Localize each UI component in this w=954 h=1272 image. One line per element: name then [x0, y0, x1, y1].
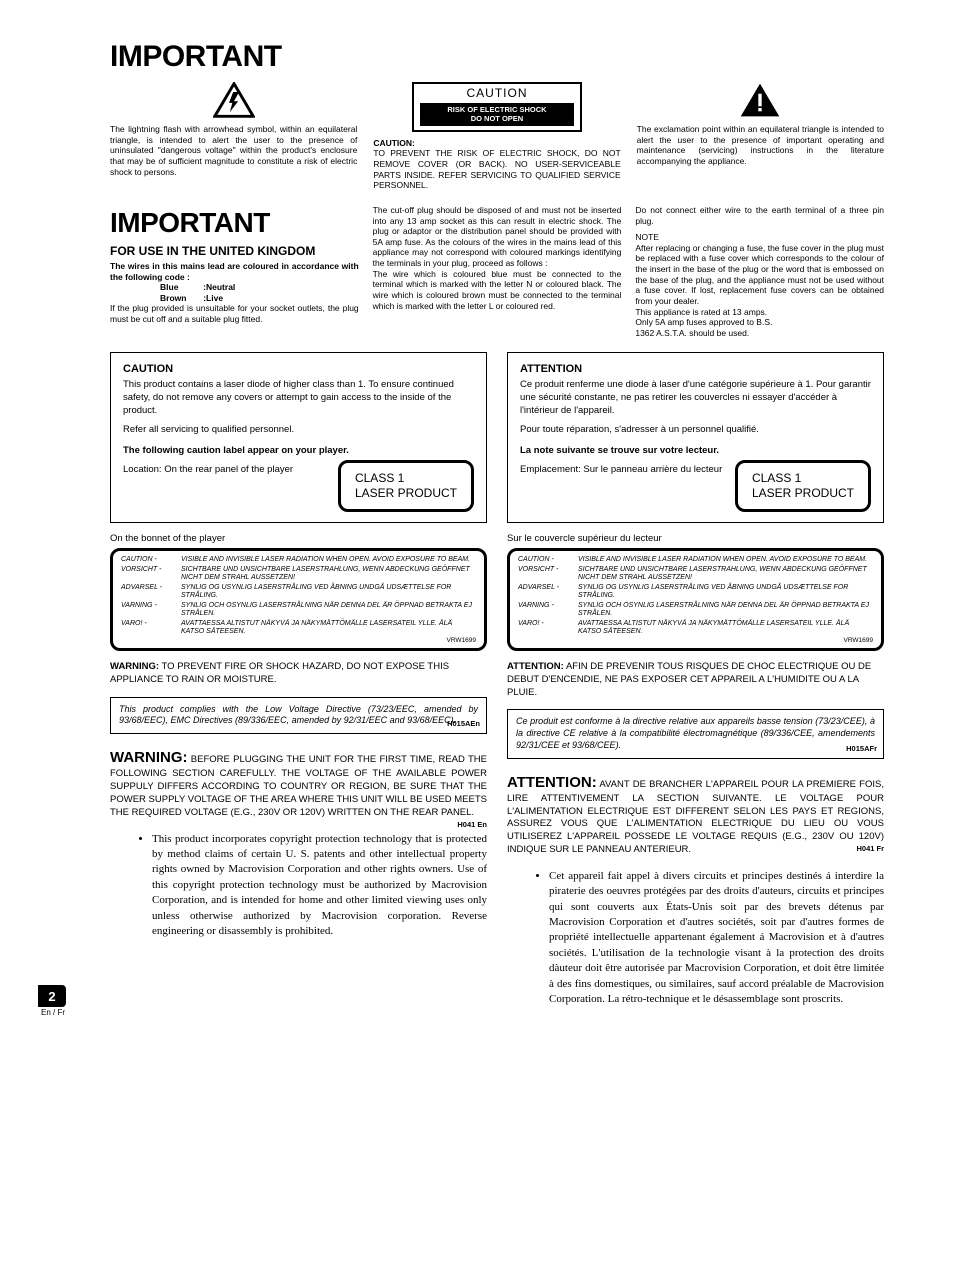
bullet-fr: Cet appareil fait appel à divers circuit…: [507, 869, 884, 1008]
exclamation-text: The exclamation point within an equilate…: [637, 124, 884, 166]
uk-col3a: Do not connect either wire to the earth …: [635, 205, 884, 226]
caution-sub-body: TO PREVENT THE RISK OF ELECTRIC SHOCK, D…: [373, 148, 620, 190]
warning-moisture: WARNING: TO PREVENT FIRE OR SHOCK HAZARD…: [110, 661, 487, 687]
lightning-text: The lightning flash with arrowhead symbo…: [110, 124, 357, 177]
caution-box: CAUTION RISK OF ELECTRIC SHOCK DO NOT OP…: [412, 82, 582, 132]
compliance-fr: Ce produit est conforme à la directive r…: [507, 709, 884, 758]
left-column: CAUTION This product contains a laser di…: [110, 338, 487, 1007]
page-footer: 2 En / Fr: [38, 985, 66, 1017]
warn-plug-en: WARNING: BEFORE PLUGGING THE UNIT FOR TH…: [110, 748, 487, 820]
uk-title: IMPORTANT: [110, 205, 359, 240]
laser-table-fr: CAUTION -VISIBLE AND INVISIBLE LASER RAD…: [507, 548, 884, 651]
attention-label-line: La note suivante se trouve sur votre lec…: [520, 445, 871, 456]
attention-p1: Ce produit renferme une diode à laser d'…: [520, 379, 871, 417]
caution-section: CAUTION This product contains a laser di…: [110, 352, 487, 522]
bullet-en: This product incorporates copyright prot…: [110, 832, 487, 940]
uk-wire1b: :Neutral: [203, 282, 235, 292]
uk-wires-head: The wires in this mains lead are coloure…: [110, 261, 359, 282]
caution-box-bottom: RISK OF ELECTRIC SHOCK DO NOT OPEN: [420, 103, 574, 126]
uk-wires-tail: If the plug provided is unsuitable for y…: [110, 303, 359, 324]
page-title: IMPORTANT: [110, 40, 884, 74]
laser-table-en: CAUTION -VISIBLE AND INVISIBLE LASER RAD…: [110, 548, 487, 651]
caution-column: CAUTION RISK OF ELECTRIC SHOCK DO NOT OP…: [373, 82, 620, 191]
uk-col3: Do not connect either wire to the earth …: [635, 205, 884, 339]
uk-col2: The cut-off plug should be disposed of a…: [373, 205, 622, 339]
caution-section-title: CAUTION: [123, 363, 474, 375]
uk-sub: FOR USE IN THE UNITED KINGDOM: [110, 244, 359, 259]
page-number: 2: [38, 985, 66, 1007]
uk-note: NOTE: [635, 232, 659, 242]
lightning-column: The lightning flash with arrowhead symbo…: [110, 82, 357, 191]
uk-wire2a: Brown: [160, 293, 186, 303]
page-lang: En / Fr: [38, 1008, 66, 1017]
caution-p2: Refer all servicing to qualified personn…: [123, 424, 474, 437]
caution-box-top: CAUTION: [414, 86, 580, 101]
attention-loc: Emplacement: Sur le panneau arrière du l…: [520, 464, 725, 475]
uk-col1: IMPORTANT FOR USE IN THE UNITED KINGDOM …: [110, 205, 359, 339]
caution-label-line: The following caution label appear on yo…: [123, 445, 474, 456]
class1-box-fr: CLASS 1LASER PRODUCT: [735, 460, 871, 512]
uk-col3b: After replacing or changing a fuse, the …: [635, 243, 884, 338]
compliance-en: This product complies with the Low Volta…: [110, 697, 487, 734]
attention-moisture: ATTENTION: AFIN DE PREVENIR TOUS RISQUES…: [507, 661, 884, 699]
exclamation-column: The exclamation point within an equilate…: [637, 82, 884, 191]
right-column: ATTENTION Ce produit renferme une diode …: [507, 338, 884, 1007]
exclamation-icon: [739, 82, 781, 118]
uk-wire1a: Blue: [160, 282, 178, 292]
uk-wire2b: :Live: [203, 293, 223, 303]
attention-section: ATTENTION Ce produit renferme une diode …: [507, 352, 884, 522]
lightning-icon: [213, 82, 255, 118]
caution-sub-head: CAUTION:: [373, 138, 415, 148]
attention-p2: Pour toute réparation, s'adresser à un p…: [520, 424, 871, 437]
attention-section-title: ATTENTION: [520, 363, 871, 375]
warn-plug-fr: ATTENTION: AVANT DE BRANCHER L'APPAREIL …: [507, 773, 884, 857]
bonnet-en: On the bonnet of the player: [110, 533, 487, 544]
caution-p1: This product contains a laser diode of h…: [123, 379, 474, 417]
caution-loc: Location: On the rear panel of the playe…: [123, 464, 328, 475]
class1-box-en: CLASS 1LASER PRODUCT: [338, 460, 474, 512]
bonnet-fr: Sur le couvercle supérieur du lecteur: [507, 533, 884, 544]
